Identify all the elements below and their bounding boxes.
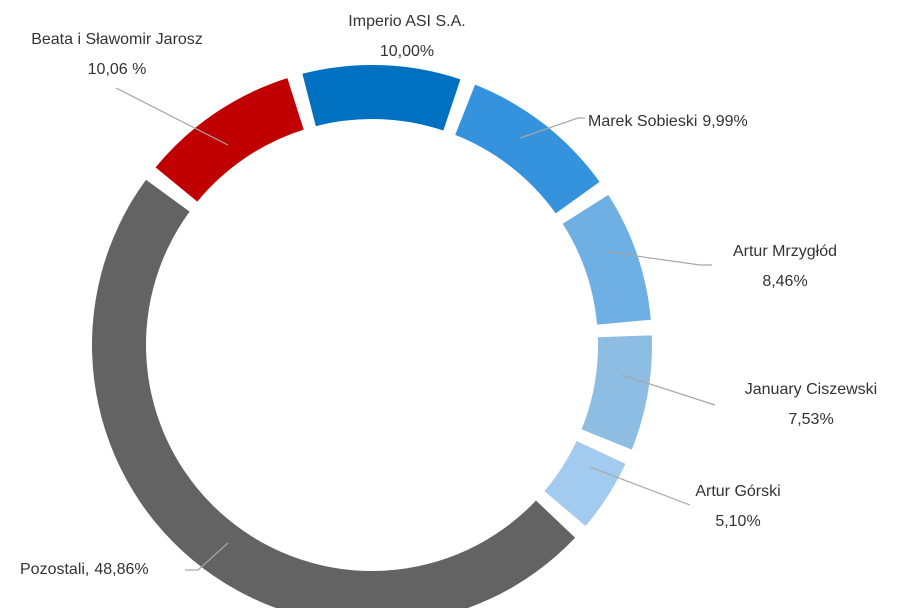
leader-line xyxy=(185,542,229,571)
leader-line xyxy=(589,466,691,506)
leader-line xyxy=(115,87,229,146)
donut-segment xyxy=(155,78,304,202)
slice-value: 7,53% xyxy=(788,411,833,428)
donut-segment xyxy=(562,194,651,325)
slice-name: Pozostali, xyxy=(20,561,89,578)
slice-name: Artur Mrzygłód xyxy=(733,243,837,260)
slice-value: 10,06 % xyxy=(88,61,147,78)
slice-value: 10,00% xyxy=(380,43,434,60)
slice-label: Marek Sobieski 9,99% xyxy=(588,113,748,130)
donut-segment xyxy=(544,440,626,527)
donut-segment xyxy=(92,179,576,608)
donut-segment xyxy=(455,84,600,214)
slice-name: Marek Sobieski xyxy=(588,113,697,130)
leader-line xyxy=(621,374,716,406)
slice-name: Beata i Sławomir Jarosz xyxy=(31,31,203,48)
leader-line xyxy=(607,251,712,266)
leader-line xyxy=(519,117,585,139)
slice-value: 5,10% xyxy=(715,513,760,530)
slice-value: 9,99% xyxy=(702,113,747,130)
slice-name: Artur Górski xyxy=(695,483,780,500)
slice-name: January Ciszewski xyxy=(745,381,877,398)
slice-value: 48,86% xyxy=(94,561,148,578)
donut-segment xyxy=(581,335,652,450)
slice-value: 8,46% xyxy=(762,273,807,290)
donut-segment xyxy=(302,65,461,131)
slice-label: Pozostali, 48,86% xyxy=(20,561,149,578)
slice-name: Imperio ASI S.A. xyxy=(348,13,465,30)
